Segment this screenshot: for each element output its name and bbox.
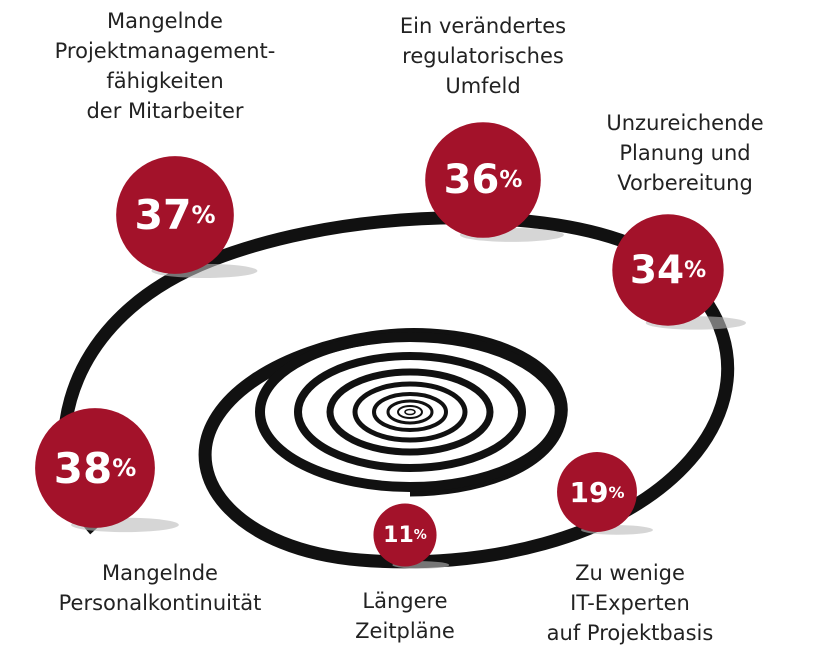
percent: 37%	[134, 191, 215, 239]
percent-unit: %	[112, 454, 136, 482]
item-label: regulatorisches	[402, 44, 564, 68]
percent-value: 19	[570, 476, 609, 509]
bubble	[373, 503, 437, 567]
percent-value: 37	[134, 191, 191, 239]
item-label: Ein verändertes	[400, 14, 566, 38]
item-label: auf Projektbasis	[547, 621, 714, 645]
percent-unit: %	[192, 201, 216, 229]
spiral-ring	[352, 381, 468, 443]
item-label: IT-Experten	[570, 591, 690, 615]
item-label: Mangelnde	[107, 9, 223, 33]
item-label: Unzureichende	[606, 111, 763, 135]
item-label: der Mitarbeiter	[86, 99, 243, 123]
percent-unit: %	[684, 258, 706, 283]
bubble	[425, 122, 541, 238]
bubble	[557, 452, 637, 532]
percent-value: 34	[630, 248, 684, 293]
spiral-ring	[397, 405, 423, 419]
item-label: Umfeld	[445, 74, 520, 98]
percent: 19%	[570, 476, 625, 509]
item-label: Mangelnde	[102, 561, 218, 585]
percent-value: 38	[54, 444, 112, 493]
percent-unit: %	[414, 528, 427, 543]
percent: 36%	[444, 157, 523, 203]
percent: 34%	[630, 248, 706, 293]
spiral	[57, 211, 735, 569]
item-label: Vorbereitung	[617, 171, 753, 195]
item-label: Personalkontinuität	[59, 591, 262, 615]
percent-value: 11	[383, 523, 414, 548]
spiral-ring	[326, 368, 494, 456]
spiral-ring	[386, 399, 434, 425]
spiral-ring	[294, 352, 526, 472]
item-label: Planung und	[619, 141, 750, 165]
percent-unit: %	[499, 167, 522, 193]
bubble	[612, 214, 724, 326]
bubble	[35, 408, 155, 528]
item-label: fähigkeiten	[106, 69, 223, 93]
percent: 38%	[54, 444, 137, 493]
spiral-ring	[372, 392, 448, 432]
spiral-ring	[255, 332, 565, 492]
spiral-ring	[404, 408, 416, 416]
item-label: Zeitpläne	[355, 619, 455, 643]
percent: 11%	[383, 523, 427, 548]
item-label: Längere	[362, 589, 447, 613]
item-label: Projektmanagement-	[55, 39, 276, 63]
bubble	[116, 156, 234, 274]
item-label: Zu wenige	[575, 561, 685, 585]
percent-unit: %	[608, 483, 624, 502]
percent-value: 36	[444, 157, 500, 203]
